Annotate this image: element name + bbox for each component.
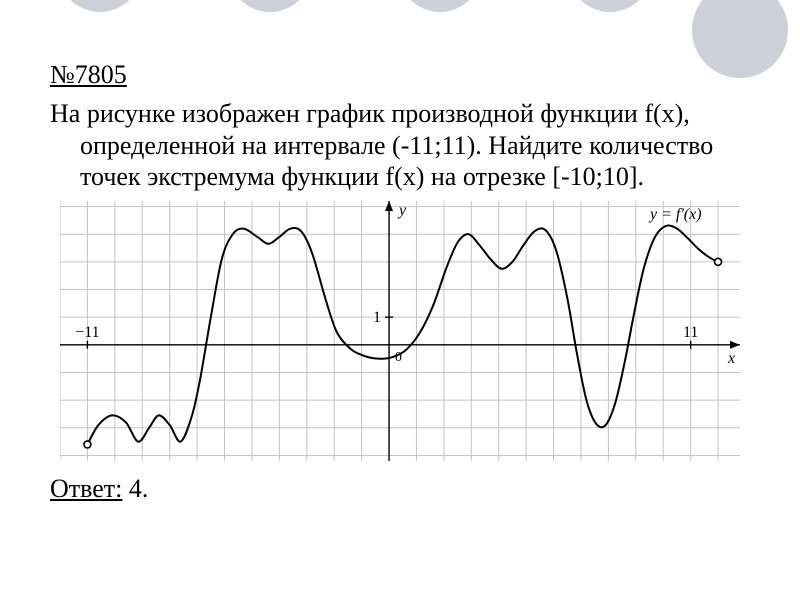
- answer-value: 4.: [122, 474, 148, 503]
- answer-label: Ответ:: [50, 474, 122, 503]
- problem-text: На рисунке изображен график производной …: [50, 98, 750, 193]
- svg-text:0: 0: [395, 350, 402, 365]
- slide-content: №7805 На рисунке изображен график произв…: [50, 60, 750, 504]
- chart-svg: −11111yx0y = f'(x): [60, 201, 740, 461]
- svg-text:y = f'(x): y = f'(x): [648, 206, 702, 223]
- svg-text:y: y: [397, 202, 407, 219]
- problem-number: №7805: [50, 60, 750, 90]
- svg-text:x: x: [727, 350, 735, 367]
- svg-text:11: 11: [683, 324, 698, 341]
- svg-text:−11: −11: [75, 324, 99, 341]
- derivative-chart: −11111yx0y = f'(x): [60, 201, 740, 466]
- svg-text:1: 1: [373, 309, 381, 326]
- answer: Ответ: 4.: [50, 474, 750, 504]
